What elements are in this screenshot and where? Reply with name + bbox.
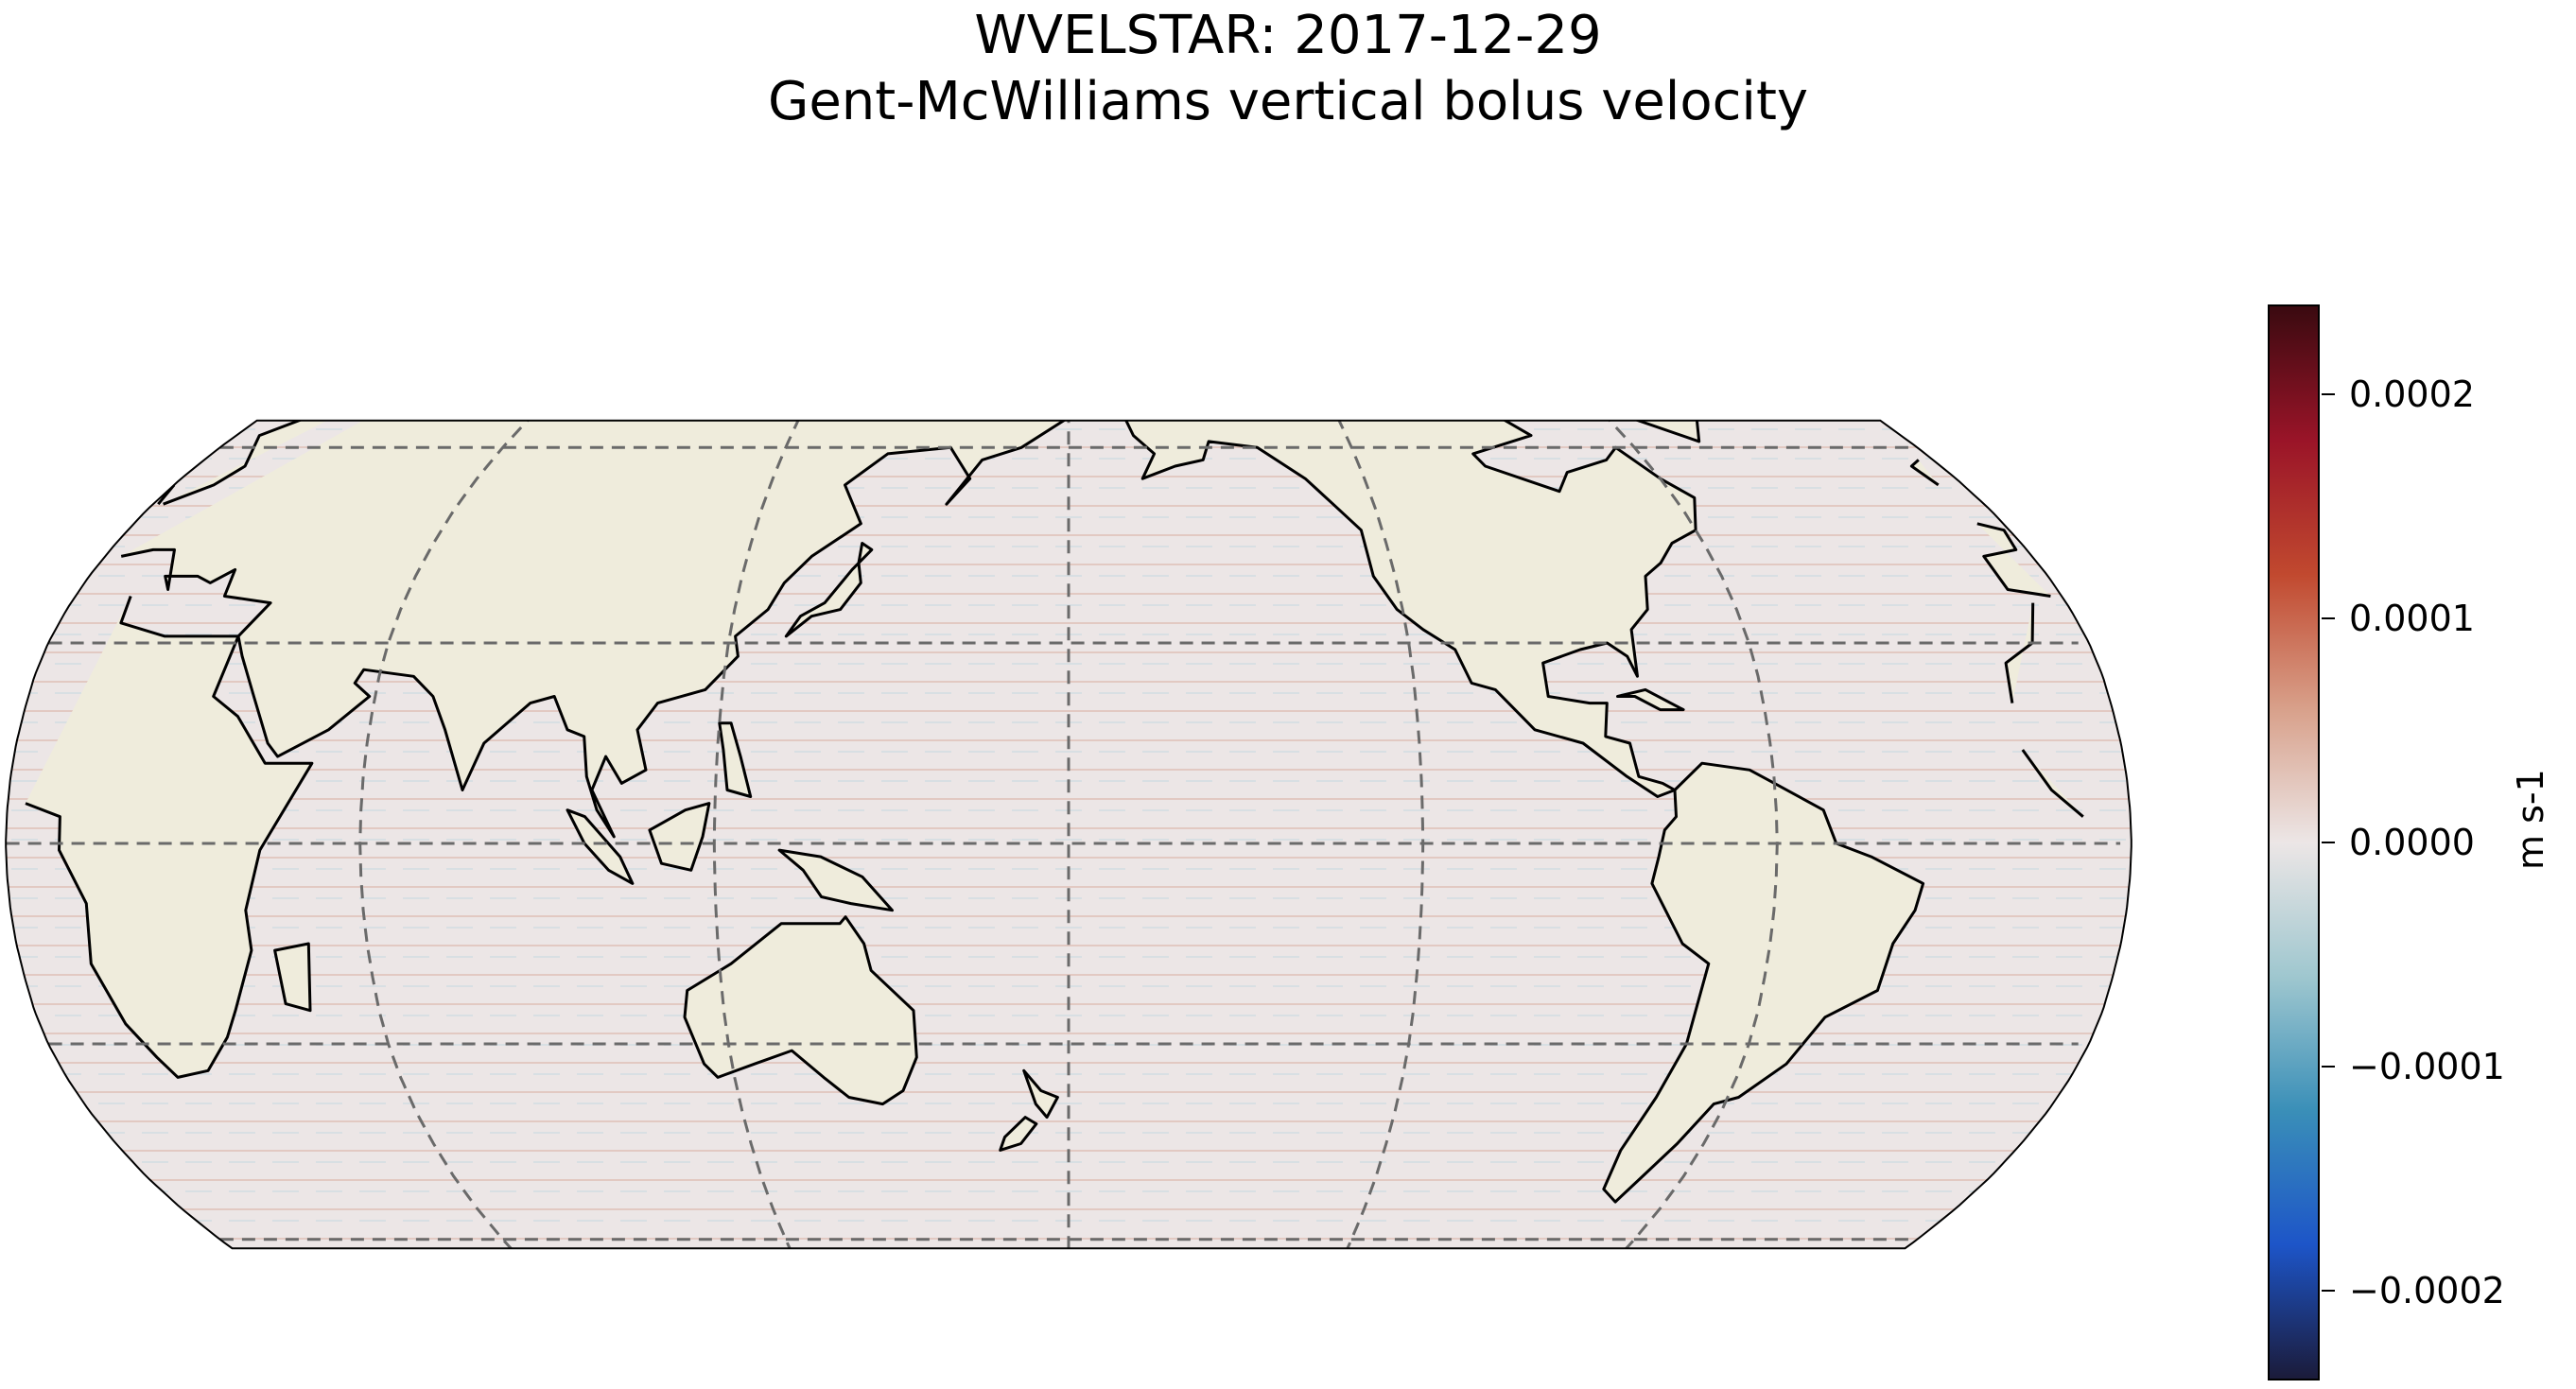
colorbar-tick-mark bbox=[2322, 842, 2335, 843]
new-zealand-south-island bbox=[999, 1116, 1038, 1152]
map-title: WVELSTAR: 2017-12-29 bbox=[974, 5, 1602, 66]
meridian-gridline bbox=[358, 420, 687, 1249]
north-america-landmass bbox=[1120, 420, 1697, 798]
colorbar-tick-label: 0.0001 bbox=[2349, 597, 2475, 639]
colorbar-tick-label: 0.0000 bbox=[2349, 822, 2475, 863]
australia-landmass bbox=[683, 915, 918, 1106]
madagascar-island bbox=[273, 942, 312, 1013]
meridian-gridline bbox=[1451, 420, 1779, 1249]
colorbar-tick-mark bbox=[2322, 1066, 2335, 1068]
borneo-island bbox=[648, 802, 711, 872]
map-subtitle: Gent-McWilliams vertical bolus velocity bbox=[767, 71, 1809, 132]
colorbar-tick-mark bbox=[2322, 616, 2335, 619]
colorbar-tick-label: −0.0001 bbox=[2349, 1046, 2505, 1088]
meridian-gridline bbox=[1259, 420, 1425, 1249]
colorbar-tick-label: −0.0002 bbox=[2349, 1270, 2505, 1312]
japan-island bbox=[784, 542, 874, 638]
greenland-island bbox=[1544, 420, 1732, 443]
globe-outline bbox=[5, 419, 2132, 1250]
cuba-island bbox=[1616, 687, 1685, 712]
colorbar-tick-mark bbox=[2322, 1290, 2335, 1293]
colorbar bbox=[2268, 304, 2320, 1380]
colorbar-tick-mark bbox=[2322, 392, 2335, 395]
new-zealand-north-island bbox=[1022, 1068, 1059, 1120]
colorbar-units-label: m s-1 bbox=[2510, 769, 2551, 870]
graticule bbox=[6, 420, 2121, 1249]
philippines-island bbox=[718, 721, 753, 798]
antarctica-landmass bbox=[305, 1258, 1731, 1382]
eurasia-landmass bbox=[120, 420, 2051, 839]
colorbar-tick-label: 0.0002 bbox=[2349, 373, 2475, 415]
meridian-gridline bbox=[712, 420, 879, 1249]
new-guinea-island bbox=[777, 848, 894, 912]
